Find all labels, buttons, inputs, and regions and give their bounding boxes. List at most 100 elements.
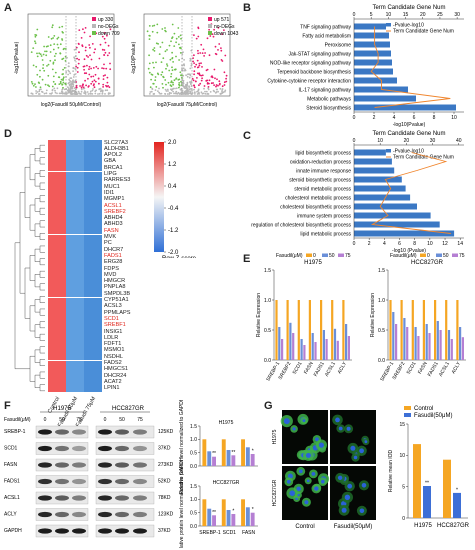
blot-band [72, 429, 86, 435]
volcano-point [175, 90, 178, 93]
volcano-point [51, 26, 54, 29]
heatmap-cell [66, 259, 84, 266]
volcano-left-ylabel: -log10(Pvalue) [14, 41, 20, 74]
volcano-point [182, 51, 184, 54]
significance-mark: ** [212, 451, 216, 457]
volcano-point [85, 72, 88, 75]
volcano-point [213, 90, 216, 93]
x-tick-label: 2 [368, 241, 371, 247]
gene-label: DHCR7 [104, 246, 124, 253]
bar [447, 330, 451, 360]
legend-swatch [404, 413, 411, 417]
volcano-point [108, 86, 111, 89]
y-tick-label: 0.5 [378, 328, 385, 334]
protein-label: FADS1 [4, 479, 20, 485]
volcano-point [148, 71, 151, 74]
colorbar: 2.0 1.2 0.4 -0.4 -1.2 -2.0Row Z-score [154, 140, 197, 258]
dendrogram-branch [34, 148, 40, 162]
quant-y-label: Relative protein level normalized to GAP… [179, 400, 185, 495]
volcano-point [203, 85, 206, 87]
dendrogram-branch [39, 371, 45, 379]
volcano-point [207, 87, 210, 90]
nucleus [283, 418, 290, 425]
volcano-point [62, 76, 65, 79]
volcano-point [90, 58, 93, 61]
volcano-point [89, 92, 92, 95]
volcano-point [221, 85, 224, 88]
gene-label: SMPDL3B [104, 290, 131, 297]
volcano-point [184, 68, 187, 71]
blot-band [115, 478, 129, 485]
volcano-point [175, 41, 178, 44]
heatmap-cell [84, 303, 102, 311]
volcano-point [188, 85, 190, 87]
gene-label: GBA [104, 158, 116, 165]
volcano-point [43, 69, 46, 72]
volcano-point [189, 73, 192, 76]
volcano-plots: -log10(Pvalue) log2(Fasudil 50μM/Control… [14, 13, 239, 108]
dendrogram-branch [39, 144, 45, 152]
dendrogram-branch [34, 173, 40, 187]
colorbar-tick: -0.4 [168, 206, 179, 212]
volcano-point [154, 89, 157, 91]
volcano-point [56, 87, 59, 90]
volcano-point [217, 49, 219, 51]
heatmap-cell [66, 322, 84, 329]
kda-label: 37KD [158, 528, 171, 534]
blot-band [38, 528, 52, 534]
x-category-label: FASN [417, 361, 429, 376]
volcano-point [193, 54, 195, 57]
significance-mark: ** [425, 481, 429, 487]
quant-x-label: FASN [242, 530, 255, 536]
volcano-point [214, 92, 217, 94]
y-tick-label: 1.5 [190, 484, 197, 490]
volcano-point [59, 82, 62, 85]
chart-top-title: Term Candidate Gene Num [372, 131, 445, 137]
volcano-point [178, 86, 180, 89]
volcano-point [91, 89, 94, 92]
volcano-point [220, 49, 223, 52]
heatmap-cell [66, 209, 84, 216]
volcano-point [102, 75, 105, 77]
volcano-point [170, 75, 172, 78]
volcano-point [175, 77, 178, 80]
category-label: innate immune response [296, 169, 351, 175]
volcano-point [89, 35, 91, 38]
volcano-legend-label: up 330 [98, 17, 114, 23]
volcano-point [206, 82, 209, 85]
volcano-point [102, 78, 105, 80]
volcano-point [170, 81, 173, 84]
heatmap-cell [84, 272, 102, 279]
nucleus [286, 479, 291, 484]
volcano-point [168, 91, 171, 94]
bar [231, 455, 236, 466]
blot-band [55, 462, 69, 468]
legend-label: Fasudil(50μM) [414, 413, 452, 419]
volcano-point [35, 90, 37, 92]
gene-label: MVK [104, 234, 117, 240]
heatmap-cell [66, 278, 84, 285]
volcano-point [87, 93, 90, 95]
heatmap-cell [84, 259, 102, 266]
dendrogram-branch [39, 270, 45, 278]
x-tick-label: 2 [373, 115, 376, 121]
blot-band [115, 495, 129, 501]
volcano-point [109, 62, 111, 65]
dendrogram-branch [39, 170, 45, 177]
heatmap-cell [66, 215, 84, 222]
gene-label: ALDH3B1 [104, 145, 129, 152]
volcano-point [84, 49, 87, 52]
bar [456, 300, 459, 360]
volcano-point [62, 86, 64, 89]
category-label: Fatty acid metabolism [302, 34, 351, 40]
dendrogram-branch [39, 346, 45, 354]
volcano-point [154, 76, 157, 78]
volcano-point [52, 80, 55, 83]
x-tick-label: 6 [413, 115, 416, 121]
legend-swatch [452, 253, 458, 257]
category-label: oxidation-reduction process [290, 160, 352, 166]
volcano-point [53, 87, 56, 90]
nucleus [302, 419, 306, 422]
volcano-point [94, 48, 96, 51]
